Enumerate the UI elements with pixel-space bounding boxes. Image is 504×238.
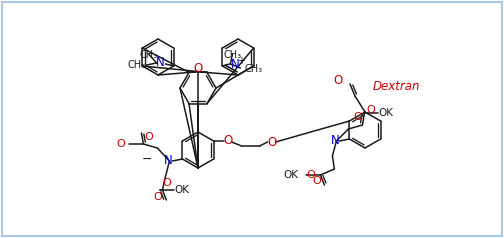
Text: O: O	[334, 74, 343, 86]
Text: O: O	[223, 134, 232, 148]
Text: O: O	[144, 132, 153, 142]
Text: O: O	[116, 139, 125, 149]
Text: CH₃: CH₃	[140, 50, 158, 60]
Text: −: −	[142, 153, 153, 165]
Text: O: O	[162, 178, 171, 188]
Text: O: O	[366, 105, 375, 115]
Text: OK: OK	[379, 108, 394, 118]
Text: +: +	[237, 56, 245, 66]
Text: O: O	[353, 112, 362, 122]
Text: OK: OK	[174, 185, 190, 195]
Text: O: O	[306, 170, 315, 180]
Text: CH₃: CH₃	[128, 60, 146, 70]
Text: O: O	[312, 176, 321, 186]
Text: N: N	[164, 154, 172, 168]
Text: N: N	[331, 134, 339, 148]
Text: Dextran: Dextran	[373, 79, 420, 93]
Text: N: N	[230, 58, 239, 70]
Text: O: O	[194, 63, 203, 75]
Text: O: O	[153, 192, 162, 202]
Text: O: O	[267, 135, 276, 149]
Text: N: N	[156, 56, 165, 69]
Text: OK: OK	[283, 170, 298, 180]
Text: CH₃: CH₃	[223, 50, 241, 60]
Text: CH₃: CH₃	[244, 64, 263, 74]
